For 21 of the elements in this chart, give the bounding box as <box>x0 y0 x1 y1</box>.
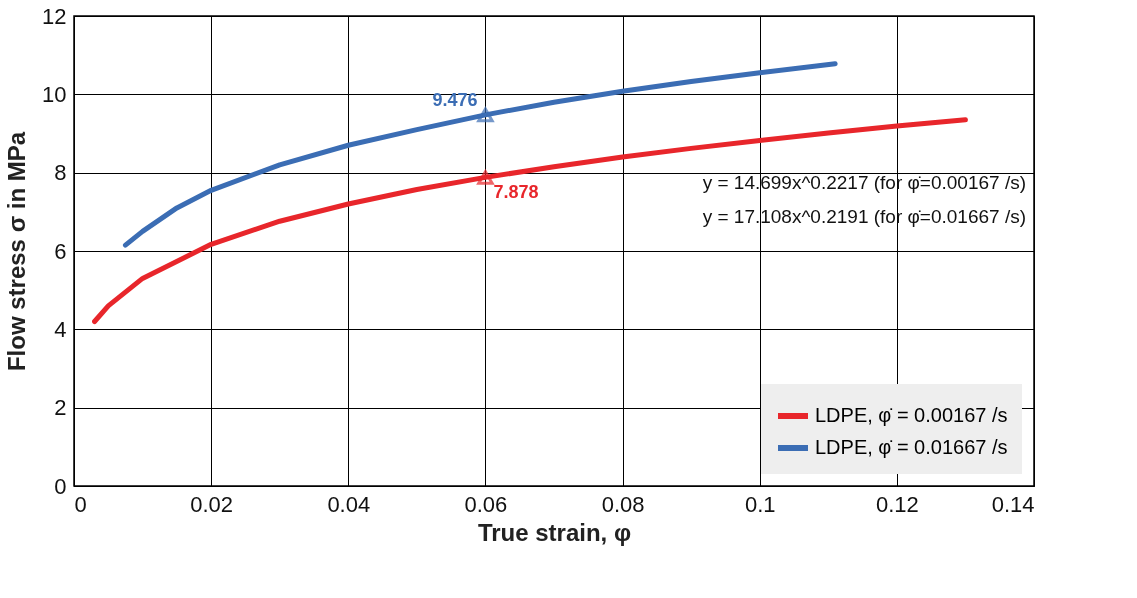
annotation: 9.476 <box>432 89 478 110</box>
x-tick-label: 0.06 <box>464 491 508 517</box>
x-tick-label: 0.08 <box>601 491 645 517</box>
x-tick-label: 0.12 <box>875 491 919 517</box>
x-tick-label: 0.04 <box>327 491 371 517</box>
y-axis-title: Flow stress σ in MPa <box>3 131 31 372</box>
x-axis-title: True strain, φ <box>477 518 632 546</box>
y-tick-label: 12 <box>42 3 67 29</box>
x-tick-label: 0.14 <box>991 491 1035 517</box>
x-tick-label: 0 <box>74 491 87 517</box>
legend-label: LDPE, φ̇ = 0.00167 /s <box>815 404 1008 426</box>
legend-label: LDPE, φ̇ = 0.01667 /s <box>815 436 1008 458</box>
y-tick-label: 6 <box>54 238 67 264</box>
y-tick-label: 0 <box>54 473 67 499</box>
y-tick-label: 4 <box>54 316 67 342</box>
x-tick-label: 0.02 <box>190 491 234 517</box>
y-tick-label: 10 <box>42 81 67 107</box>
y-tick-label: 8 <box>54 160 67 186</box>
annotation: 7.878 <box>493 182 539 203</box>
x-tick-label: 0.1 <box>744 491 776 517</box>
y-tick-label: 2 <box>54 395 67 421</box>
